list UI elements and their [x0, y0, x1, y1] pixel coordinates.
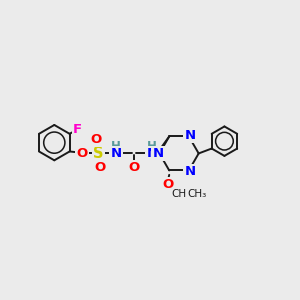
Text: N: N	[184, 165, 196, 178]
Text: N: N	[184, 129, 196, 142]
Text: N: N	[153, 147, 164, 160]
Text: N: N	[110, 147, 122, 160]
Text: S: S	[93, 146, 104, 161]
Text: F: F	[73, 123, 82, 136]
Text: O: O	[129, 161, 140, 174]
Text: H: H	[147, 140, 157, 153]
Text: O: O	[95, 161, 106, 174]
Text: O: O	[77, 147, 88, 160]
Text: CH₂: CH₂	[172, 189, 191, 199]
Text: H: H	[111, 140, 121, 153]
Text: O: O	[162, 178, 174, 191]
Text: CH₃: CH₃	[187, 189, 206, 199]
Text: O: O	[91, 133, 102, 146]
Text: N: N	[146, 147, 158, 160]
